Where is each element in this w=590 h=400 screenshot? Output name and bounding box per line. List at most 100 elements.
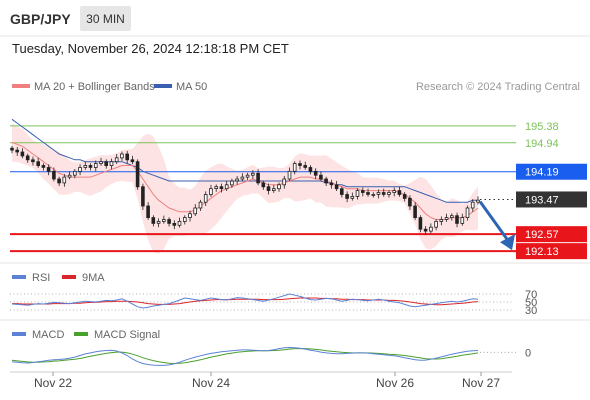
x-tick-label: Nov 27 (462, 376, 500, 390)
candle-body (366, 192, 370, 195)
candle-body (287, 170, 292, 180)
ma50-legend-swatch (154, 84, 172, 88)
candle-body (73, 170, 77, 176)
candle-body (360, 190, 365, 193)
candle-body (182, 217, 187, 222)
macd-panel: 0 (11, 346, 531, 366)
candle-body (62, 176, 67, 184)
candle-body (109, 161, 114, 166)
support-level-badge (516, 243, 587, 260)
timeframe-badge[interactable] (80, 6, 131, 31)
macd-signal-line (11, 348, 479, 365)
ma20-legend-swatch (12, 84, 30, 88)
price-levels (10, 125, 516, 253)
candle-body (455, 215, 459, 224)
candle-body (114, 157, 119, 163)
macd-legend-swatch (12, 332, 26, 336)
candle-body (277, 184, 281, 190)
candle-body (381, 192, 386, 195)
pivot-level-badge (516, 163, 587, 180)
candle-body (135, 161, 140, 188)
candle-body (250, 172, 255, 176)
candle-body (78, 167, 82, 172)
rsi-tick-label: 50 (525, 297, 537, 309)
candle-body (193, 207, 198, 215)
candle-body (460, 217, 465, 224)
candle-body (161, 219, 166, 222)
candle-body (146, 205, 150, 219)
candle-body (230, 180, 234, 186)
resistance-level-label: 194.94 (525, 138, 559, 150)
pivot-level-label: 194.19 (525, 167, 559, 179)
candle-body (141, 186, 145, 207)
candle-body (46, 167, 51, 172)
timeframe-label: 30 MIN (86, 12, 125, 26)
candle-body (57, 178, 61, 184)
resistance-level-label: 195.38 (525, 121, 559, 133)
ma50-legend-label: MA 50 (176, 81, 207, 93)
candle-body (408, 197, 412, 207)
rsi-line (11, 293, 479, 309)
rsi-ma-legend-label: 9MA (82, 272, 105, 284)
candle-body (52, 170, 56, 180)
candle-body (308, 167, 313, 172)
candle-body (67, 174, 72, 178)
forecast-arrow-shaft (478, 200, 509, 241)
candle-body (240, 176, 245, 180)
rsi-tick-label: 70 (525, 289, 537, 301)
candle-body (41, 165, 46, 168)
candle-body (167, 219, 171, 224)
candle-body (387, 192, 391, 195)
macd-signal-legend-swatch (74, 332, 88, 336)
candle-body (219, 186, 224, 189)
candle-body (413, 205, 417, 219)
candle-body (198, 201, 203, 209)
candle-body (339, 188, 344, 195)
candle-body (355, 190, 360, 197)
candle-body (313, 170, 318, 176)
candle-body (20, 151, 25, 157)
candle-body (172, 222, 177, 226)
candle-body (324, 178, 328, 184)
candle-body (329, 182, 334, 186)
candle-body (130, 159, 135, 163)
candle-body (470, 201, 475, 209)
candle-body (444, 217, 449, 220)
candle-body (31, 159, 35, 163)
macd-legend-label: MACD (32, 329, 64, 341)
symbol-title: GBP/JPY (10, 11, 71, 27)
candle-body (429, 226, 433, 232)
candle-body (303, 165, 307, 168)
candle-body (99, 161, 103, 164)
support-level-label: 192.13 (525, 246, 559, 258)
candle-body (476, 199, 480, 203)
macd-signal-legend-label: MACD Signal (94, 329, 160, 341)
candle-body (25, 155, 30, 161)
candle-body (224, 184, 229, 190)
candle-body (214, 186, 219, 189)
candle-body (345, 194, 349, 199)
candle-body (36, 161, 40, 166)
rsi-ma-legend-swatch (62, 275, 76, 279)
candlesticks (10, 145, 480, 235)
ma20-legend-label: MA 20 + Bollinger Bands (34, 81, 155, 93)
candle-body (156, 220, 161, 224)
candle-body (83, 165, 88, 168)
x-axis: Nov 22 Nov 24 Nov 26 Nov 27 (34, 372, 500, 390)
candle-body (120, 153, 124, 159)
candle-body (319, 174, 323, 180)
candle-body (350, 195, 355, 199)
rsi-tick-label: 30 (525, 305, 537, 317)
candle-body (15, 149, 20, 153)
candle-body (449, 215, 454, 218)
candle-body (177, 220, 182, 226)
candle-body (465, 207, 470, 219)
current-level-badge (516, 191, 587, 208)
candle-body (245, 174, 250, 178)
support-level-badge (516, 226, 587, 243)
candle-body (397, 190, 402, 195)
forecast-arrow-head (500, 234, 515, 251)
current-level-label: 193.47 (525, 194, 559, 206)
